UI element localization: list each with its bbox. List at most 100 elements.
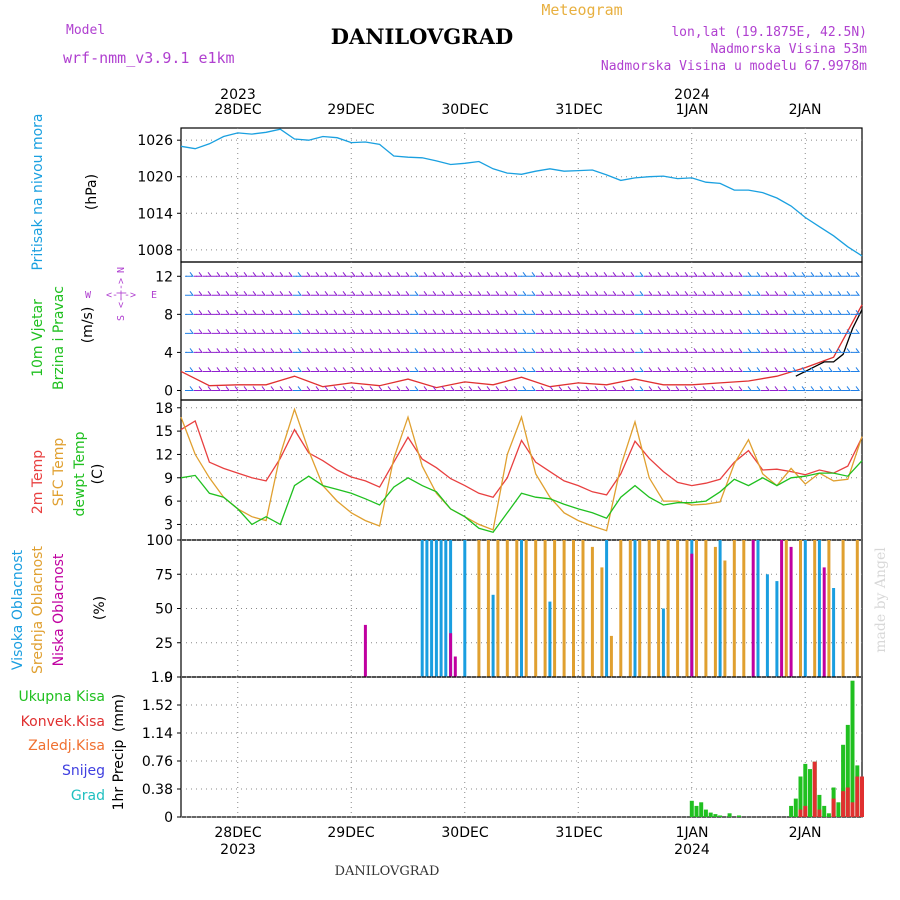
- wind-barb-0-31: [464, 386, 473, 391]
- wind-barb-0-9: [266, 386, 275, 391]
- wind-barb-3-35: [500, 329, 509, 334]
- wind-barb-3-59: [716, 329, 725, 334]
- wind-barb-6-71: [824, 271, 833, 277]
- clouds-bar-cloud_high-4: [439, 540, 443, 677]
- wind-barb-5-27: [428, 291, 437, 296]
- wind-barb-3-47: [608, 329, 617, 334]
- wind-barb-5-48: [617, 291, 626, 296]
- wind-barb-6-28: [437, 271, 446, 277]
- precip-bar-precip_conv-1: [803, 805, 808, 817]
- wind-barb-5-24: [401, 291, 410, 296]
- clouds-bar-cloud_mid-12: [590, 546, 594, 677]
- wind-barb-3-40: [545, 329, 554, 334]
- wind-barb-0-8: [257, 386, 266, 391]
- precip-bar-precip_total-22: [850, 680, 855, 817]
- wind-barb-0-51: [644, 386, 653, 391]
- wind-barb-0-64: [761, 386, 770, 391]
- wind-barb-4-33: [482, 310, 491, 315]
- legend-grad: Grad: [71, 788, 105, 804]
- wind-barb-4-7: [248, 310, 257, 315]
- wind-barb-0-45: [590, 386, 599, 391]
- wind-ylabel-2: Brzina i Pravac: [51, 286, 67, 390]
- wind-barb-0-71: [824, 386, 833, 391]
- wind-barb-2-35: [500, 348, 509, 353]
- wind-barb-1-63: [752, 367, 761, 372]
- pressure-frame: [180, 127, 863, 263]
- wind-barb-4-22: [383, 310, 392, 315]
- wind-barb-2-30: [455, 348, 464, 353]
- wind-barb-0-57: [698, 386, 707, 391]
- wind-barb-0-5: [230, 386, 239, 391]
- temp-ylabel-2: SFC Temp: [51, 438, 67, 507]
- wind-barb-6-12: [293, 271, 302, 277]
- bottom-day-tick-0: 28DEC: [214, 825, 261, 841]
- wind-barb-6-36: [509, 271, 518, 277]
- wind-barb-1-2: [203, 367, 212, 372]
- wind-barb-3-62: [743, 329, 752, 334]
- wind-barb-5-10: [275, 291, 284, 296]
- wind-barb-4-32: [473, 310, 482, 315]
- wind-barb-1-14: [311, 367, 320, 372]
- wind-barb-0-19: [356, 386, 365, 391]
- wind-barb-6-52: [653, 271, 662, 277]
- wind-barb-0-39: [536, 386, 545, 391]
- wind-barb-6-51: [644, 271, 653, 277]
- top-year-label-2024: 2024: [674, 87, 710, 103]
- wind-barb-0-50: [635, 386, 644, 391]
- wind-barb-2-11: [284, 348, 293, 353]
- wind-barb-3-33: [482, 329, 491, 334]
- temperature-ytick-label-5: 18: [155, 401, 173, 417]
- wind-barb-3-34: [491, 329, 500, 334]
- wind-barb-4-4: [221, 310, 230, 315]
- wind-series-wind_mean: [180, 304, 863, 389]
- precip-bar-precip_conv-8: [855, 776, 860, 817]
- wind-ytick-label-1: 4: [164, 345, 173, 361]
- wind-barb-0-25: [410, 386, 419, 391]
- wind-barb-3-70: [815, 329, 824, 334]
- wind-barb-2-33: [482, 348, 491, 353]
- wind-barb-4-36: [509, 310, 518, 315]
- wind-barb-4-14: [311, 310, 320, 315]
- wind-barb-2-8: [257, 348, 266, 353]
- wind-barb-3-56: [689, 329, 698, 334]
- wind-barb-4-63: [752, 310, 761, 315]
- wind-barb-2-59: [716, 348, 725, 353]
- wind-barb-5-35: [500, 291, 509, 296]
- wind-ytick-label-3: 12: [155, 269, 173, 285]
- precip-ytick-label-0: 0: [164, 810, 173, 826]
- precip-bar-precip_total-0: [689, 800, 694, 817]
- wind-barb-4-12: [293, 310, 302, 315]
- wind-barb-6-56: [689, 271, 698, 277]
- clouds-bar-cloud_high-7: [463, 540, 467, 677]
- wind-barb-5-16: [329, 291, 338, 296]
- wind-barb-1-27: [428, 367, 437, 372]
- wind-barb-4-16: [329, 310, 338, 315]
- clouds-bar-cloud_mid-5: [524, 540, 528, 677]
- wind-barb-0-44: [581, 386, 590, 391]
- wind-barb-6-61: [734, 271, 743, 277]
- clouds-bar-cloud_high-16: [756, 540, 760, 677]
- wind-barb-4-28: [437, 310, 446, 315]
- wind-barb-4-70: [815, 310, 824, 315]
- clouds-bar-cloud_high-17: [765, 574, 769, 678]
- clouds-ytick-label-4: 100: [146, 533, 173, 549]
- wind-barb-6-64: [761, 271, 770, 277]
- wind-barb-4-58: [707, 310, 716, 315]
- wind-barb-4-66: [779, 310, 788, 315]
- wind-barb-0-12: [293, 386, 302, 391]
- wind-barb-5-22: [383, 291, 392, 296]
- wind-barb-6-50: [635, 271, 644, 277]
- top-day-tick-0: 28DEC: [214, 102, 261, 118]
- wind-dir-s: S: [116, 315, 127, 321]
- wind-barb-6-37: [518, 271, 527, 277]
- clouds-bar-cloud_low-0: [363, 624, 367, 677]
- wind-barb-1-18: [347, 367, 356, 372]
- precip-bar-precip_conv-7: [850, 802, 855, 817]
- wind-barb-2-4: [221, 348, 230, 353]
- wind-barb-6-67: [788, 271, 797, 277]
- wind-barb-2-12: [293, 348, 302, 353]
- wind-barb-1-26: [419, 367, 428, 372]
- clouds-bar-cloud_mid-24: [704, 540, 708, 677]
- wind-barb-3-54: [671, 329, 680, 334]
- wind-barb-5-13: [302, 291, 311, 296]
